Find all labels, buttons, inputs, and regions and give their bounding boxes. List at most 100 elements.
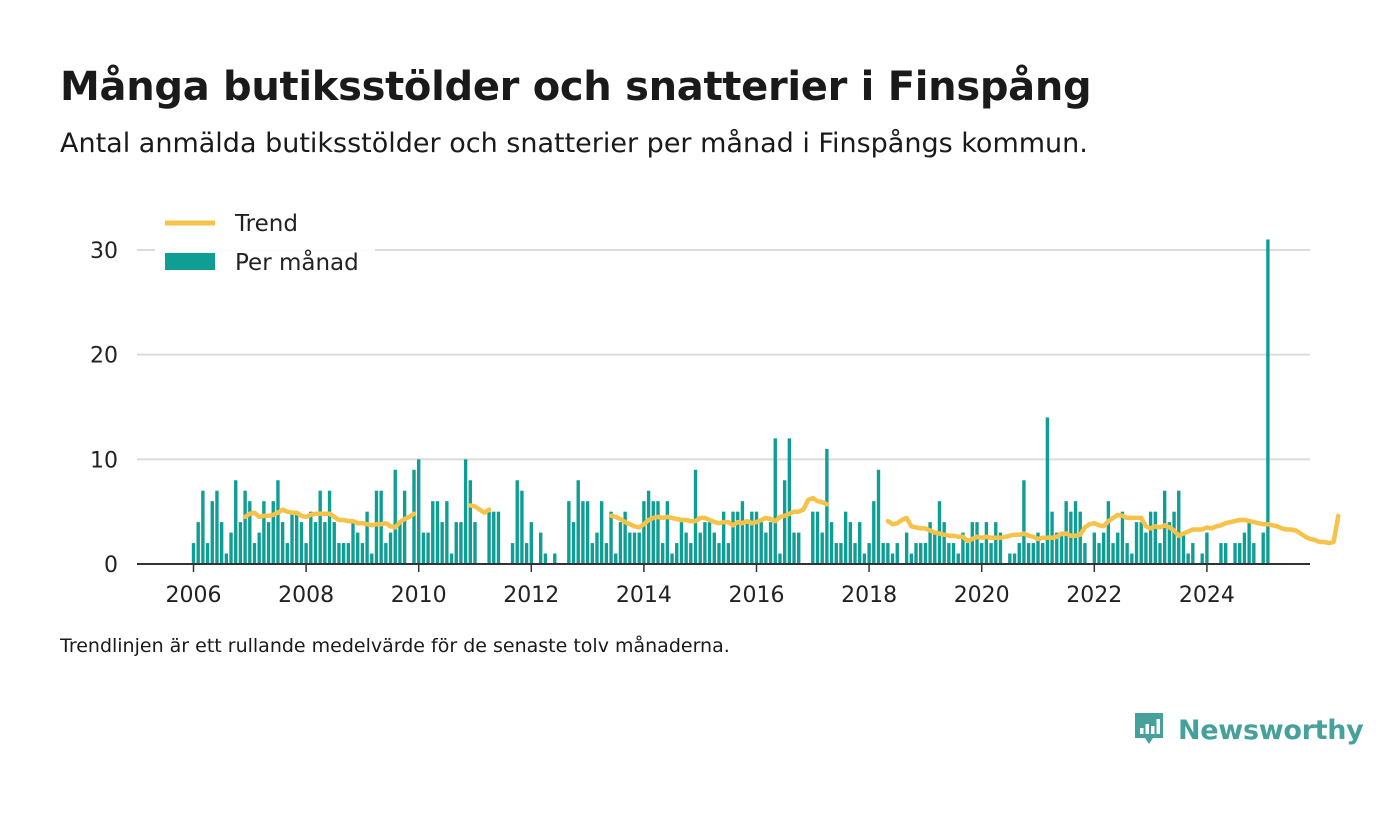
bar [1073,501,1078,564]
bar [721,511,726,564]
bar [618,522,623,564]
bar [947,543,951,564]
bar [698,532,702,564]
x-tick-label: 2010 [391,583,447,608]
bar [402,490,407,564]
bar [1026,543,1031,564]
bar [1031,543,1035,564]
axes: 0 10 20 30 2006 2008 2010 2012 2014 2016 2018 2020 2… [90,239,1310,608]
bar [1097,543,1101,564]
bar [754,511,759,564]
bar [848,522,853,564]
bar [914,543,918,564]
legend-label-per-manad: Per månad [235,248,359,276]
bar [768,522,773,564]
bar [637,532,641,564]
bar [858,522,862,564]
bar [970,522,975,564]
bar [234,480,238,564]
bar [1045,417,1050,564]
y-tick-label: 0 [104,553,118,578]
bar [614,553,618,564]
bar [205,543,210,564]
x-tick-label: 2024 [1179,583,1235,608]
bar [1242,532,1247,564]
bar [1158,543,1162,564]
bar [759,522,763,564]
bar [196,522,200,564]
bar [421,532,426,564]
bar [1055,532,1059,564]
bar [656,501,660,564]
trend-line-segment [468,503,492,515]
bar-series-per-manad [191,239,1270,564]
bar [843,511,848,564]
bar [459,522,463,564]
brand-name: Newsworthy [1178,714,1364,746]
bar [829,522,834,564]
bar [989,543,993,564]
bar [632,532,637,564]
bar [660,543,665,564]
bar [703,522,707,564]
bar [933,532,937,564]
bar [1233,543,1237,564]
chart-title: Många butiksstölder och snatterier i Fin… [60,64,1092,110]
bar [923,543,928,564]
bar [867,543,871,564]
bar [890,553,895,564]
bar [210,501,214,564]
bar [229,532,233,564]
x-tick-label: 2014 [616,583,672,608]
bar [262,501,266,564]
bar [1191,543,1195,564]
bar [623,511,627,564]
bar [529,522,533,564]
bar [773,438,777,564]
bar [1153,511,1157,564]
bar [675,543,679,564]
bar [567,501,571,564]
bar [313,522,318,564]
bar [628,532,632,564]
bar [1167,522,1172,564]
bar [604,543,609,564]
bar [1139,522,1143,564]
bar [295,511,299,564]
bar [951,543,956,564]
bar [487,511,491,564]
bar [984,522,989,564]
bar [1181,532,1186,564]
bar [782,480,787,564]
bar [909,553,914,564]
bar [515,480,519,564]
bar [797,532,801,564]
bar [872,501,876,564]
bar [524,543,529,564]
bar [609,511,613,564]
bar [1186,553,1190,564]
bar [750,511,754,564]
bar [1238,543,1242,564]
bar [707,522,712,564]
bar [585,501,590,564]
x-tick-label: 2006 [166,583,222,608]
bar [398,522,402,564]
bar [1252,543,1256,564]
bar [1125,543,1129,564]
bar [764,532,768,564]
bar [431,501,435,564]
bar [219,522,224,564]
bar [463,459,468,564]
bar [370,553,374,564]
bar [365,511,369,564]
bar [581,501,585,564]
bar [285,543,290,564]
bar [1078,511,1082,564]
bar [712,532,716,564]
bar [257,532,261,564]
bar [736,511,740,564]
bar [787,438,792,564]
bar [642,501,646,564]
bar [252,543,257,564]
